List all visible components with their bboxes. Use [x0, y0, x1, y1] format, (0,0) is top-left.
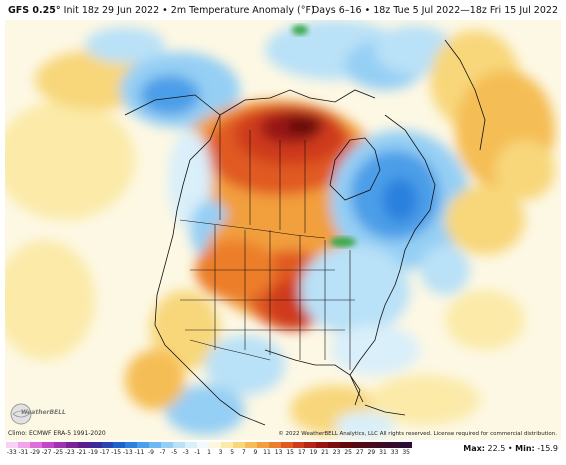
color-scale-segment: [6, 442, 18, 448]
stats-separator: •: [507, 444, 513, 453]
map-header: GFS 0.25° Init 18z 29 Jun 2022 • 2m Temp…: [0, 0, 566, 20]
valid-period: Days 6–16 • 18z Tue 5 Jul 2022—18z Fri 1…: [311, 5, 558, 16]
color-scale-label: 29: [367, 449, 376, 456]
color-scale-label: 1: [207, 449, 211, 456]
color-scale-label: 19: [309, 449, 318, 456]
logo-text: WeatherBELL: [21, 409, 66, 416]
color-scale-segment: [220, 442, 233, 448]
arctic-highlight: [292, 25, 308, 35]
color-scale-label: -27: [41, 449, 52, 456]
color-scale-label: -15: [111, 449, 122, 456]
variable-name: 2m Temperature Anomaly (°F): [170, 5, 315, 16]
color-scale-label: 15: [286, 449, 295, 456]
color-scale-segment: [208, 442, 221, 448]
color-scale-label: -31: [18, 449, 29, 456]
color-scale-label: -13: [122, 449, 133, 456]
color-scale-segment: [280, 442, 293, 448]
color-scale-segment: [232, 442, 245, 448]
color-scale-label: 21: [321, 449, 329, 456]
color-scale-segment: [65, 442, 78, 448]
color-scale-segment: [340, 442, 353, 448]
map-canvas: [5, 20, 561, 440]
climatology-note: Climo: ECMWF ERA-5 1991-2020: [8, 430, 106, 437]
color-scale-segment: [41, 442, 54, 448]
weatherbell-logo: WeatherBELL: [9, 402, 66, 426]
color-scale-segment: [53, 442, 66, 448]
color-scale-label: 33: [390, 449, 399, 456]
color-scale-segment: [17, 442, 30, 448]
color-scale-label: 13: [274, 449, 283, 456]
color-scale-segment: [364, 442, 377, 448]
color-scale-label: 11: [263, 449, 271, 456]
color-scale-label: -19: [88, 449, 98, 456]
max-value: 22.5: [487, 444, 506, 453]
color-scale-segment: [268, 442, 281, 448]
init-time: Init 18z 29 Jun 2022: [63, 5, 160, 16]
lake-highlight: [330, 237, 356, 247]
map-title: GFS 0.25° Init 18z 29 Jun 2022 • 2m Temp…: [8, 5, 315, 16]
color-scale-segment: [173, 442, 186, 448]
color-scale-label: -5: [171, 449, 178, 456]
color-scale-label: 31: [379, 449, 387, 456]
copyright-notice: © 2022 WeatherBELL Analytics, LLC All ri…: [278, 431, 557, 437]
color-scale-label: 23: [332, 449, 341, 456]
color-scale-label: -9: [148, 449, 154, 456]
color-scale-segment: [101, 442, 114, 448]
title-separator: •: [162, 5, 168, 16]
coastlines: [124, 39, 486, 426]
color-scale-segment: [292, 442, 305, 448]
color-scale-segment: [256, 442, 269, 448]
color-scale-segment: [376, 442, 388, 448]
min-value: -15.9: [537, 444, 558, 453]
anomaly-field: [5, 20, 555, 439]
color-scale-label: 35: [402, 449, 411, 456]
color-scale-label: 27: [355, 449, 364, 456]
color-scale-segment: [125, 442, 138, 448]
color-scale-segment: [316, 442, 329, 448]
color-scale-segment: [352, 442, 365, 448]
logo-globe-icon: [10, 403, 32, 425]
color-scale-label: -23: [64, 449, 75, 456]
color-scale-label: 7: [241, 449, 246, 456]
color-scale-label: 17: [297, 449, 306, 456]
political-borders: [179, 115, 355, 370]
min-label: Min:: [515, 444, 535, 453]
model-name: GFS 0.25°: [8, 5, 61, 16]
min-max-stats: Max: 22.5 • Min: -15.9: [463, 444, 558, 453]
color-scale-labels: -33 -31 -29 -27 -25 -23 -21 -19 -17 -15 -13 -11 -9 -7…: [6, 448, 412, 458]
color-scale-label: -25: [53, 449, 64, 456]
color-scale-label: -21: [76, 449, 87, 456]
color-scale-label: 25: [344, 449, 353, 456]
color-scale-segment: [197, 442, 209, 448]
color-scale-segment: [304, 442, 317, 448]
color-scale-label: -1: [194, 449, 201, 456]
color-scale-label: -29: [30, 449, 40, 456]
color-scale-label: -33: [6, 449, 17, 456]
color-scale-label: -17: [99, 449, 110, 456]
color-scale-segment: [137, 442, 150, 448]
color-scale-bar: [6, 442, 412, 448]
color-scale-segment: [29, 442, 42, 448]
color-scale-segment: [244, 442, 257, 448]
color-scale: -33 -31 -29 -27 -25 -23 -21 -19 -17 -15 -13 -11 -9 -7…: [6, 442, 412, 462]
color-scale-label: -3: [182, 449, 189, 456]
color-scale-segment: [161, 442, 174, 448]
color-scale-segment: [185, 442, 197, 448]
color-scale-label: -7: [159, 449, 166, 456]
color-scale-label: 3: [218, 449, 223, 456]
color-scale-segment: [77, 442, 90, 448]
color-scale-segment: [399, 442, 412, 448]
color-scale-label: -11: [134, 449, 145, 456]
color-scale-segment: [89, 442, 102, 448]
temperature-anomaly-map: WeatherBELL Climo: ECMWF ERA-5 1991-2020…: [5, 20, 561, 440]
max-label: Max:: [463, 444, 485, 453]
color-scale-label: 5: [230, 449, 235, 456]
color-scale-label: 9: [253, 449, 258, 456]
color-scale-segment: [328, 442, 341, 448]
color-scale-segment: [388, 442, 400, 448]
color-scale-segment: [149, 442, 162, 448]
color-scale-segment: [113, 442, 126, 448]
